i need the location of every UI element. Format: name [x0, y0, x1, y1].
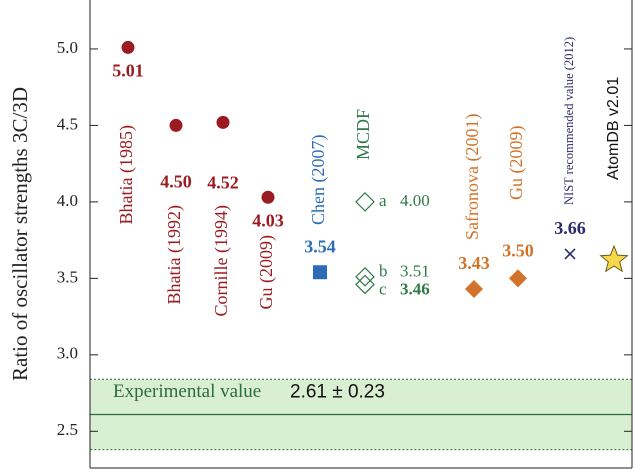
value-label: 4.52 — [207, 172, 239, 192]
series-name: Chen (2007) — [308, 135, 329, 225]
experimental-label: Experimental value — [113, 381, 261, 402]
point — [465, 280, 483, 299]
point-letter: b — [379, 262, 388, 281]
point — [261, 190, 275, 204]
y-tick-label: 2.5 — [57, 420, 78, 439]
point — [564, 248, 576, 260]
point — [121, 40, 135, 54]
series-name: AtomDB v2.01 — [605, 77, 622, 180]
point — [169, 118, 183, 132]
point — [355, 192, 375, 212]
series-name: Gu (2009) — [256, 235, 277, 310]
y-axis-label: Ratio of oscillator strengths 3C/3D — [8, 87, 32, 381]
value-label: 3.66 — [554, 218, 586, 238]
series-name: Gu (2009) — [506, 126, 527, 201]
series-name: Bhatia (1985) — [116, 125, 137, 224]
series-name: Safronova (2001) — [462, 114, 483, 240]
point-letter: a — [379, 191, 387, 210]
value-label: 5.01 — [112, 61, 144, 81]
series-name: Cornille (1994) — [211, 205, 232, 316]
value-label: 3.50 — [502, 240, 534, 260]
experimental-value: 2.61 ± 0.23 — [290, 381, 385, 402]
series-name: Bhatia (1992) — [164, 205, 185, 304]
value-label: 4.00 — [400, 191, 430, 210]
series-name: MCDF — [353, 109, 373, 160]
series-name: NIST recommended value (2012) — [562, 37, 576, 205]
point — [509, 269, 527, 288]
value-label: 3.51 — [400, 262, 430, 281]
y-tick-label: 4.5 — [57, 114, 78, 133]
point — [313, 265, 327, 280]
y-tick-label: 5.0 — [57, 38, 78, 57]
value-label: 3.54 — [304, 236, 336, 256]
point — [216, 115, 230, 129]
point-letter: c — [379, 279, 387, 298]
value-label: 3.43 — [458, 253, 490, 273]
y-tick-label: 4.0 — [57, 191, 78, 210]
y-tick-label: 3.5 — [57, 267, 78, 286]
value-label: 3.46 — [400, 279, 430, 298]
value-label: 4.50 — [160, 172, 192, 192]
y-tick-label: 3.0 — [57, 344, 78, 363]
point — [355, 266, 375, 287]
point — [599, 244, 629, 273]
point — [355, 274, 375, 295]
value-label: 4.03 — [252, 210, 284, 230]
